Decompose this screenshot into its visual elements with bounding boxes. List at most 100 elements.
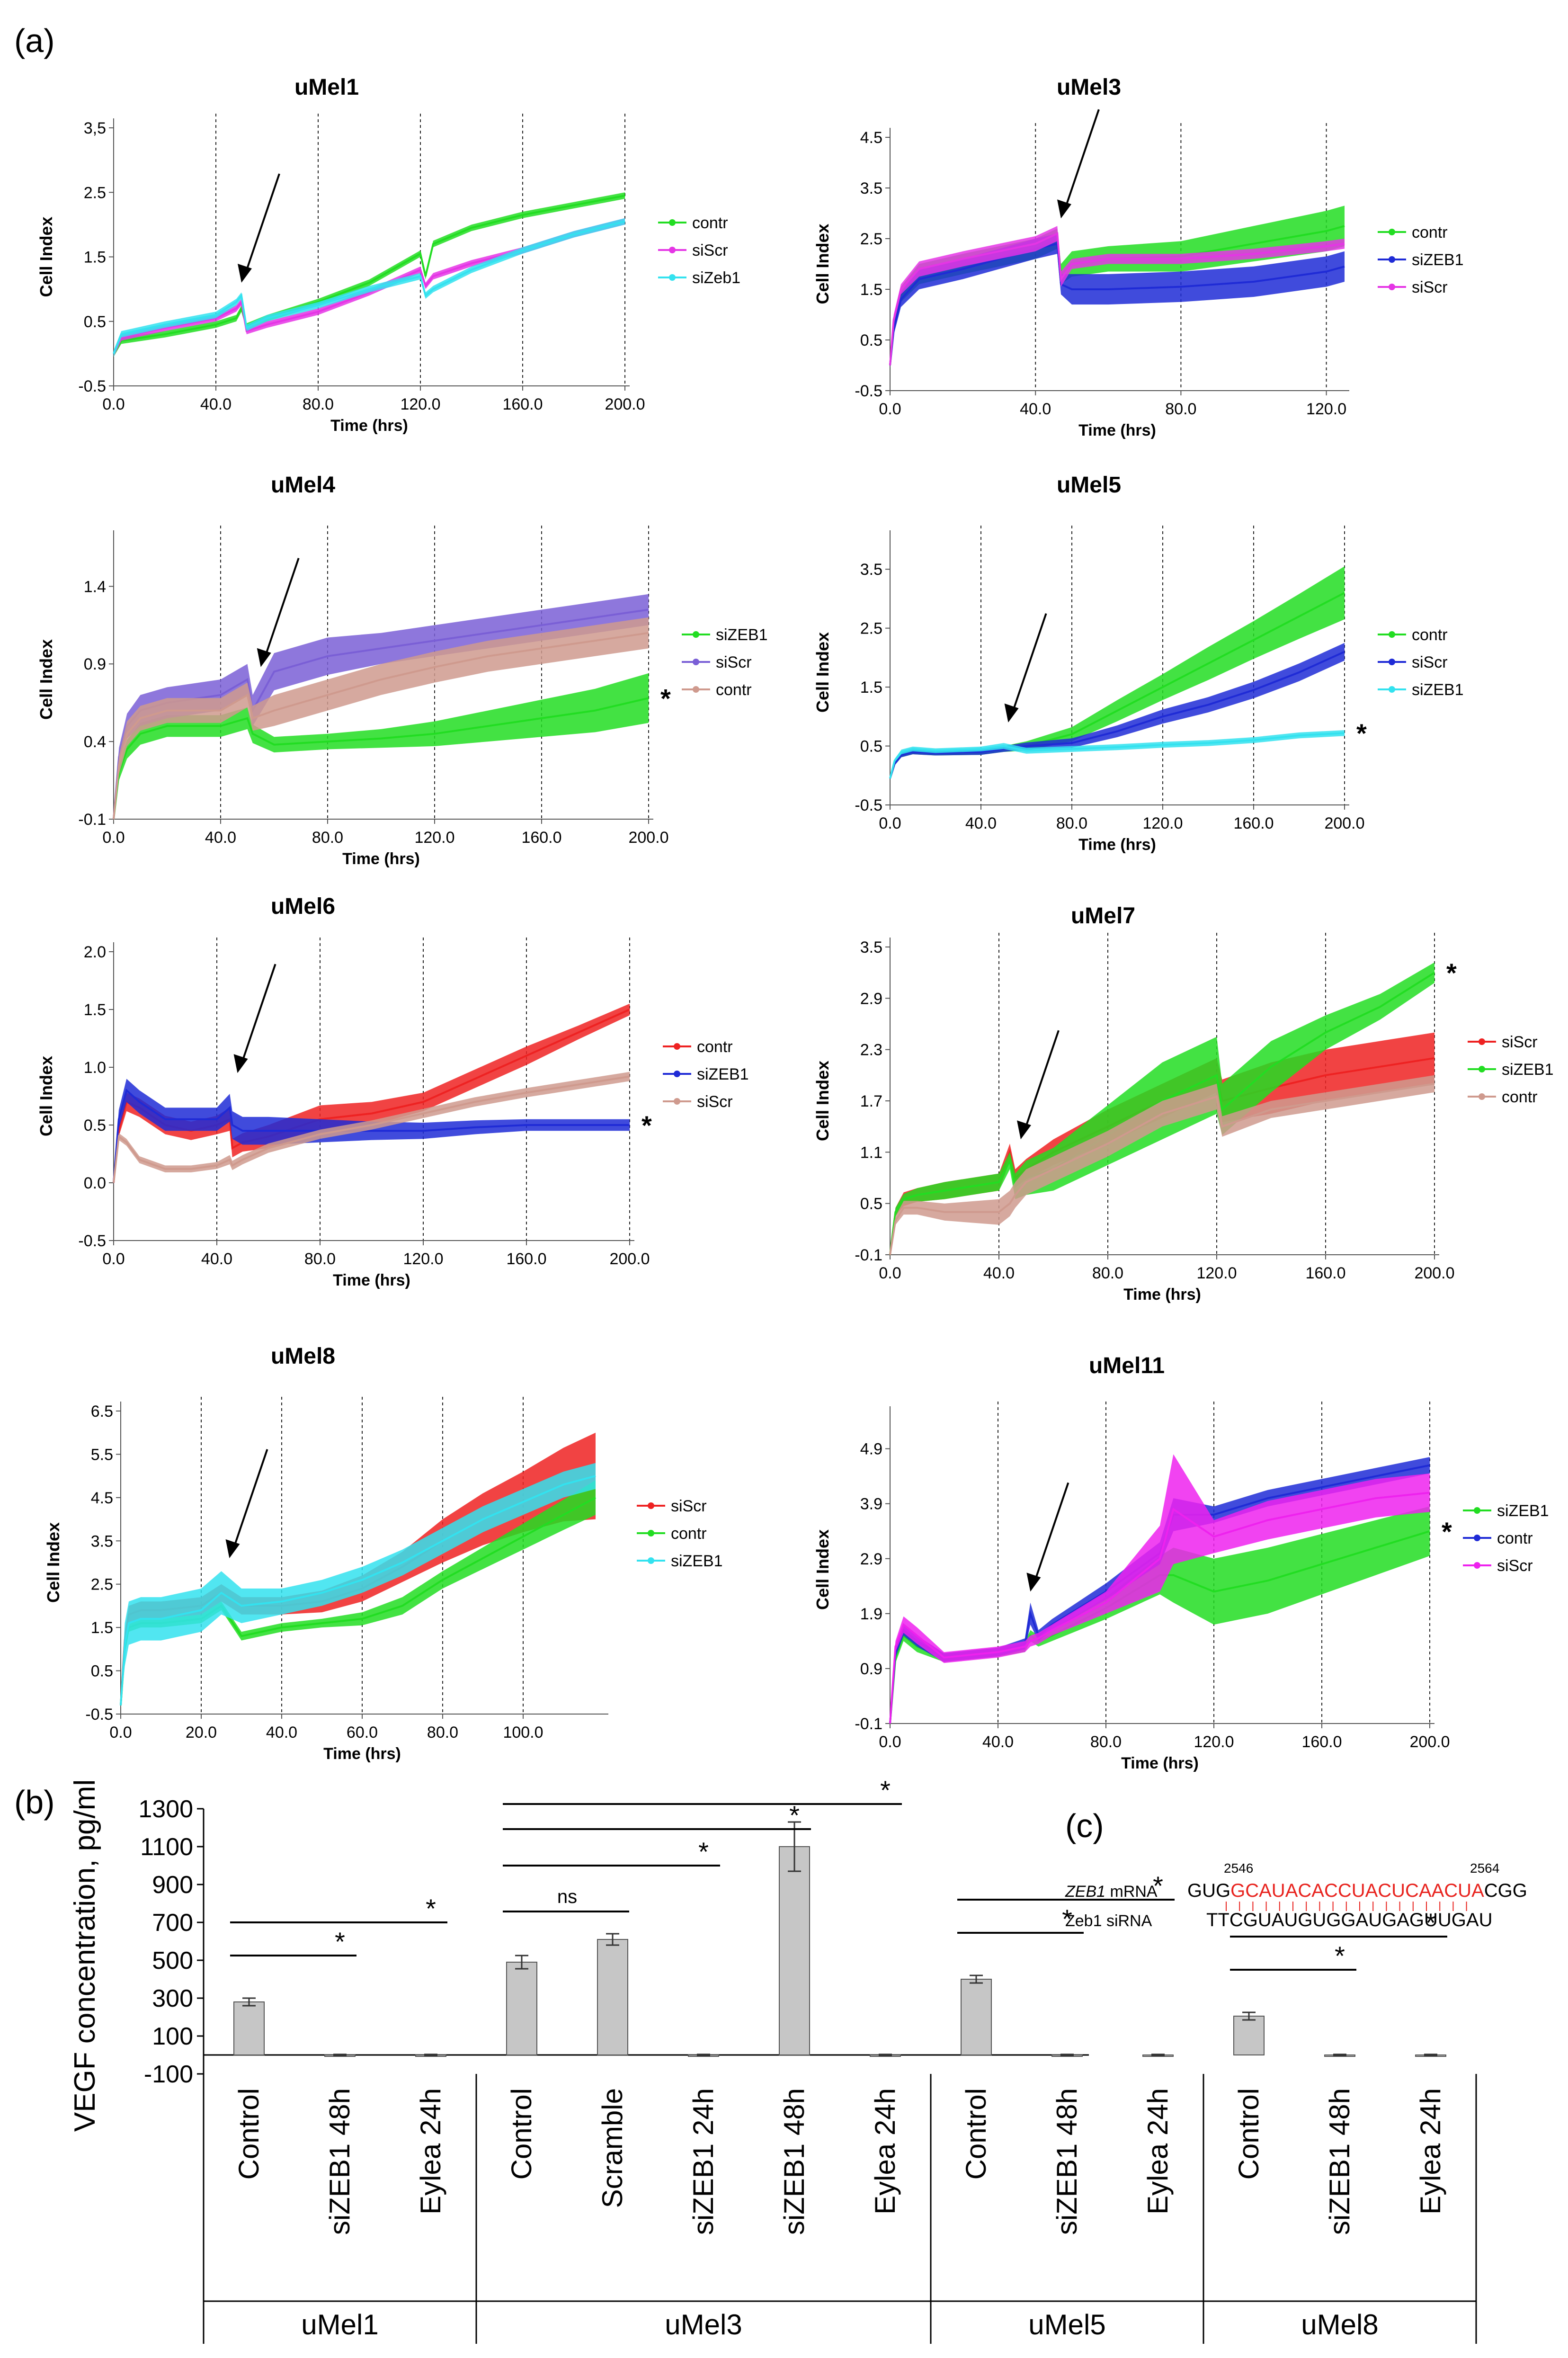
bar-Control xyxy=(961,1979,992,2055)
x-tick-label: 40.0 xyxy=(965,814,997,832)
y-tick-label: 2.9 xyxy=(860,990,882,1008)
error-band-siScr xyxy=(890,1032,1434,1257)
arrow-annotation xyxy=(233,964,276,1073)
chart-uMel3: uMel3 -0.5 0.5 1.5 2.5 3.5 4.5 0.0 40.0 80.0 120.0… xyxy=(813,75,1464,439)
bar-y-tick-label: 500 xyxy=(152,1947,193,1974)
panel-label-b: (b) xyxy=(14,1784,55,1821)
bar-y-tick-label: 900 xyxy=(152,1871,193,1899)
legend-label-siScr: siScr xyxy=(716,653,752,671)
x-tick-label: 160.0 xyxy=(502,395,543,413)
x-tick-label: 20.0 xyxy=(186,1724,217,1742)
bar-category-label: siZEB1 24h xyxy=(687,2088,719,2235)
arrow-shaft xyxy=(263,558,300,659)
mrna-target: GCAUACACCUACUCAACUA xyxy=(1230,1880,1484,1901)
x-tick-label: 200.0 xyxy=(609,1250,650,1268)
y-tick-label: 1.4 xyxy=(84,578,106,596)
sirna-label: Zeb1 siRNA xyxy=(1065,1912,1152,1930)
error-band-contr xyxy=(114,617,649,822)
legend-marker-siScr xyxy=(1474,1562,1480,1569)
arrow-shaft xyxy=(244,173,280,275)
arrow-annotation xyxy=(257,558,300,667)
series-siZEB1: siZEB1 xyxy=(120,1463,723,1708)
series-line-siScr xyxy=(889,1492,1430,1724)
x-tick-label: 0.0 xyxy=(879,1733,901,1751)
line-charts: uMel1 -0.5 0.5 1.5 2.5 3,5 0.0 40.0 80.0 120.0 160… xyxy=(36,75,1554,1772)
chart-title: uMel5 xyxy=(1057,473,1121,498)
arrow-head xyxy=(1004,703,1019,723)
x-tick-label: 160.0 xyxy=(506,1250,546,1268)
mrna-label-gene: ZEB1 xyxy=(1065,1883,1105,1901)
arrow-shaft xyxy=(1024,1030,1060,1131)
significance-star: * xyxy=(698,1837,709,1867)
y-tick-label: 1.9 xyxy=(860,1605,882,1623)
x-tick-label: 80.0 xyxy=(304,1250,336,1268)
series-contr: contr xyxy=(113,617,752,822)
x-tick-label: 40.0 xyxy=(205,829,236,847)
bar-category-label: Control xyxy=(233,2088,265,2179)
y-tick-label: -0.5 xyxy=(855,382,882,400)
chart-uMel5: uMel5 -0.5 0.5 1.5 2.5 3.5 0.0 40.0 80.0 120.0 160… xyxy=(813,473,1464,854)
x-tick-label: 0.0 xyxy=(102,395,125,413)
legend-marker-contr xyxy=(1474,1535,1480,1541)
series-siZEB1: siZEB1 xyxy=(889,681,1464,780)
y-tick-label: 0.0 xyxy=(84,1174,106,1192)
chart-title: uMel7 xyxy=(1071,903,1135,929)
legend-label-contr: contr xyxy=(1497,1529,1533,1547)
x-tick-label: 80.0 xyxy=(1090,1733,1122,1751)
error-band-siScr xyxy=(890,226,1345,368)
complementarity-ticks xyxy=(1226,1902,1467,1911)
legend-label-siZEB1: siZEB1 xyxy=(1412,681,1464,699)
y-tick-label: 1.1 xyxy=(860,1143,882,1161)
x-tick-label: 40.0 xyxy=(200,395,232,413)
legend-marker-siScr xyxy=(1389,659,1395,665)
y-tick-label: 2.5 xyxy=(860,230,882,248)
bar-group-label: uMel5 xyxy=(1028,2309,1105,2340)
chart-title: uMel1 xyxy=(294,75,359,100)
x-tick-label: 120.0 xyxy=(414,829,454,847)
series-line-siScr xyxy=(113,1075,630,1183)
x-tick-label: 120.0 xyxy=(1194,1733,1234,1751)
legend-marker-siScr xyxy=(1389,284,1395,290)
x-tick-label: 0.0 xyxy=(102,1250,125,1268)
legend-label-contr: contr xyxy=(1412,626,1448,644)
mrna-label: ZEB1 mRNA xyxy=(1065,1883,1158,1901)
bar-category-label: siZEB1 48h xyxy=(778,2088,810,2235)
legend-marker-siZEB1 xyxy=(1389,256,1395,263)
y-tick-label: 2.0 xyxy=(84,943,106,961)
series-line-siZEB1 xyxy=(889,732,1345,779)
bar-group-uMel3: Control Scramble siZEB1 24h siZEB1 48h Eylea… xyxy=(506,1821,901,2340)
arrow-head xyxy=(1026,1572,1041,1592)
error-band-siZEB1 xyxy=(890,233,1345,368)
bar-category-label: Control xyxy=(1233,2088,1265,2179)
arrow-annotation xyxy=(1017,1030,1060,1140)
legend-label-siScr: siScr xyxy=(692,241,728,259)
x-tick-label: 200.0 xyxy=(605,395,645,413)
legend-marker-siZEB1 xyxy=(674,1071,680,1077)
x-tick-label: 100.0 xyxy=(503,1724,543,1742)
significance-star: * xyxy=(660,683,671,713)
y-tick-label: 3.5 xyxy=(860,179,882,197)
y-tick-label: 3,5 xyxy=(84,119,106,137)
bar-category-label: Eylea 24h xyxy=(1142,2088,1174,2215)
bar-y-tick-label: 100 xyxy=(152,2023,193,2050)
y-tick-label: 0.5 xyxy=(860,1195,882,1213)
bar-group-label: uMel1 xyxy=(301,2309,378,2340)
y-axis-label: Cell Index xyxy=(36,216,56,297)
chart-uMel6: uMel6-0.50.00.51.01.52.00.0 40.0 80.0 120.0… xyxy=(36,894,749,1289)
y-tick-label: -0.1 xyxy=(78,811,106,829)
series-contr: contr xyxy=(889,1075,1538,1257)
y-tick-label: 6.5 xyxy=(91,1402,113,1420)
y-tick-label: -0.5 xyxy=(78,377,106,395)
legend-label-contr: contr xyxy=(697,1038,733,1056)
significance-star: * xyxy=(1356,718,1367,748)
error-band-siZEB1 xyxy=(114,673,649,822)
series-siScr: siScr xyxy=(889,643,1448,780)
panel-label-c: (c) xyxy=(1065,1807,1104,1844)
x-tick-label: 80.0 xyxy=(1165,400,1196,418)
series-line-siScr xyxy=(889,232,1345,366)
y-tick-label: -0.5 xyxy=(855,796,882,814)
y-tick-label: 4.5 xyxy=(91,1489,113,1507)
significance-star: * xyxy=(1442,1517,1452,1546)
arrow-shaft xyxy=(1064,109,1100,210)
